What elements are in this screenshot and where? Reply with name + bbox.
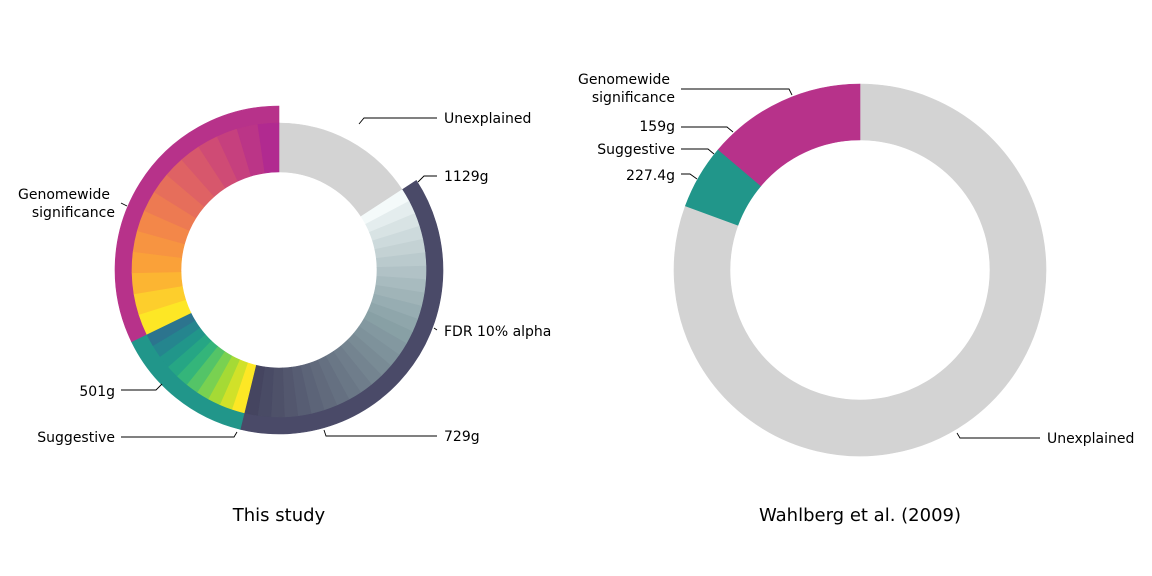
leader-unexplained bbox=[956, 432, 1040, 439]
right-leader-lines bbox=[681, 88, 1040, 439]
label-genomewide-line1: Genomewide bbox=[18, 187, 110, 203]
wedge-genomewide-significance bbox=[717, 83, 861, 187]
label-1129g: 1129g bbox=[444, 169, 489, 185]
label-729g: 729g bbox=[444, 429, 480, 445]
left-chart-title: This study bbox=[232, 505, 326, 526]
left-leader-lines bbox=[120, 117, 438, 438]
wedge-unexplained bbox=[673, 83, 1047, 457]
leader-genomewide bbox=[681, 88, 793, 96]
label-genomewide-line1: Genomewide bbox=[578, 72, 670, 88]
label-227-4g: 227.4g bbox=[626, 168, 675, 184]
label-suggestive: Suggestive bbox=[37, 430, 115, 446]
leader-fdr bbox=[433, 327, 438, 331]
leader-227-4g bbox=[681, 173, 698, 180]
right-ring bbox=[673, 83, 1047, 457]
label-suggestive: Suggestive bbox=[597, 142, 675, 158]
leader-unexplained bbox=[358, 117, 437, 125]
leader-genomewide bbox=[120, 202, 128, 207]
left-outer-ring bbox=[114, 105, 444, 435]
right-chart-title: Wahlberg et al. (2009) bbox=[759, 505, 961, 526]
left-inner-ring bbox=[131, 122, 427, 418]
label-fdr-10-alpha: FDR 10% alpha bbox=[444, 324, 551, 340]
leader-suggestive bbox=[681, 148, 715, 155]
label-genomewide-line2: significance bbox=[32, 205, 115, 221]
leader-1129g bbox=[417, 175, 437, 183]
label-159g: 159g bbox=[639, 119, 675, 135]
inner-genomewide-significance-wedge bbox=[257, 122, 280, 174]
right-donut-chart: Genomewide significance 159g Suggestive … bbox=[578, 72, 1134, 526]
label-unexplained: Unexplained bbox=[444, 111, 531, 127]
leader-729g bbox=[323, 429, 437, 437]
label-unexplained: Unexplained bbox=[1047, 431, 1134, 447]
label-genomewide-line2: significance bbox=[592, 90, 675, 106]
label-501g: 501g bbox=[79, 384, 115, 400]
leader-159g bbox=[681, 126, 734, 133]
left-donut-chart: Unexplained 1129g FDR 10% alpha 729g Sug… bbox=[18, 105, 551, 526]
leader-501g bbox=[121, 383, 163, 391]
leader-suggestive bbox=[121, 431, 238, 438]
